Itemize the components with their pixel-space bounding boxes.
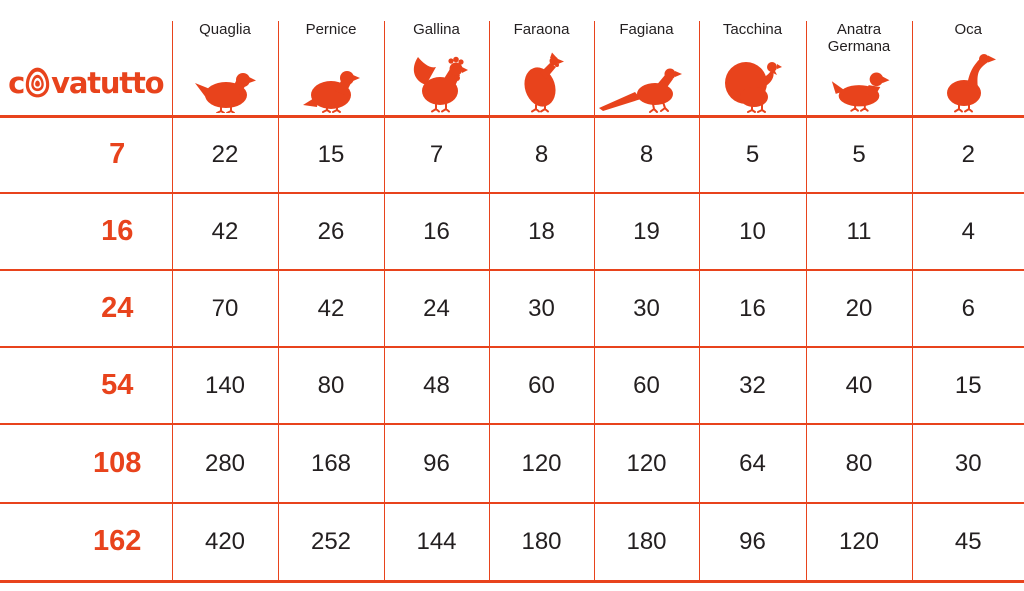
value-cell: 20 bbox=[805, 270, 912, 348]
value-cell: 15 bbox=[911, 347, 1024, 425]
value-cell: 22 bbox=[171, 116, 278, 194]
model-label: 7 bbox=[0, 116, 172, 194]
value-cell: 32 bbox=[698, 347, 806, 425]
value-cell: 252 bbox=[277, 503, 384, 583]
value-cell: 120 bbox=[593, 424, 699, 504]
model-label: 162 bbox=[0, 503, 172, 583]
column-label: Gallina bbox=[413, 21, 460, 38]
value-cell: 19 bbox=[593, 193, 699, 271]
value-cell: 180 bbox=[488, 503, 594, 583]
value-cell: 6 bbox=[911, 270, 1024, 348]
value-cell: 120 bbox=[488, 424, 594, 504]
logo-text-after-egg: vatutto bbox=[51, 65, 164, 100]
hen-icon bbox=[406, 55, 468, 113]
table-row: 7 22 15 7 8 8 5 5 2 bbox=[0, 116, 1024, 194]
column-label: Pernice bbox=[305, 21, 357, 38]
value-cell: 30 bbox=[593, 270, 699, 348]
table-row: 24 70 42 24 30 30 16 20 6 bbox=[0, 270, 1024, 348]
column-label: Oca bbox=[954, 21, 982, 38]
model-label: 54 bbox=[0, 347, 172, 425]
value-cell: 45 bbox=[911, 503, 1024, 583]
table-row: 16 42 26 16 18 19 10 11 4 bbox=[0, 193, 1024, 271]
table-row: 54 140 80 48 60 60 32 40 15 bbox=[0, 347, 1024, 425]
value-cell: 96 bbox=[383, 424, 489, 504]
value-cell: 80 bbox=[805, 424, 912, 504]
value-cell: 30 bbox=[488, 270, 594, 348]
column-label: Tacchina bbox=[722, 21, 783, 38]
partridge-icon bbox=[301, 65, 361, 113]
logo-cell: c vatutto bbox=[0, 0, 172, 118]
table-row: 162 420 252 144 180 180 96 120 45 bbox=[0, 503, 1024, 583]
value-cell: 15 bbox=[277, 116, 384, 194]
value-cell: 16 bbox=[698, 270, 806, 348]
quail-icon bbox=[193, 67, 257, 114]
value-cell: 7 bbox=[383, 116, 489, 194]
egg-logo-icon bbox=[25, 66, 50, 99]
value-cell: 42 bbox=[171, 193, 278, 271]
value-cell: 42 bbox=[277, 270, 384, 348]
value-cell: 18 bbox=[488, 193, 594, 271]
value-cell: 2 bbox=[911, 116, 1024, 194]
value-cell: 60 bbox=[488, 347, 594, 425]
value-cell: 26 bbox=[277, 193, 384, 271]
mallard-duck-icon bbox=[828, 63, 890, 113]
value-cell: 144 bbox=[383, 503, 489, 583]
table-row: 108 280 168 96 120 120 64 80 30 bbox=[0, 424, 1024, 504]
covatutto-logo: c vatutto bbox=[0, 14, 172, 101]
model-label: 24 bbox=[0, 270, 172, 348]
value-cell: 30 bbox=[911, 424, 1024, 504]
value-cell: 60 bbox=[593, 347, 699, 425]
value-cell: 64 bbox=[698, 424, 806, 504]
value-cell: 24 bbox=[383, 270, 489, 348]
goose-icon bbox=[939, 51, 997, 113]
value-cell: 120 bbox=[805, 503, 912, 583]
table-body: 7 22 15 7 8 8 5 5 2 16 42 26 16 18 19 10 11 4 24 70 42 24 30 30… bbox=[0, 116, 1024, 583]
turkey-icon bbox=[720, 55, 786, 113]
guinea-fowl-icon bbox=[514, 51, 570, 113]
value-cell: 70 bbox=[171, 270, 278, 348]
pheasant-icon bbox=[598, 61, 695, 113]
value-cell: 5 bbox=[805, 116, 912, 194]
value-cell: 4 bbox=[911, 193, 1024, 271]
model-label: 16 bbox=[0, 193, 172, 271]
model-label: 108 bbox=[0, 424, 172, 504]
value-cell: 8 bbox=[488, 116, 594, 194]
value-cell: 80 bbox=[277, 347, 384, 425]
header-top-mask bbox=[172, 0, 1024, 21]
column-label: Quaglia bbox=[199, 21, 251, 38]
value-cell: 140 bbox=[171, 347, 278, 425]
value-cell: 11 bbox=[805, 193, 912, 271]
value-cell: 16 bbox=[383, 193, 489, 271]
column-label: Fagiana bbox=[619, 21, 674, 38]
value-cell: 96 bbox=[698, 503, 806, 583]
value-cell: 10 bbox=[698, 193, 806, 271]
value-cell: 48 bbox=[383, 347, 489, 425]
value-cell: 40 bbox=[805, 347, 912, 425]
value-cell: 280 bbox=[171, 424, 278, 504]
value-cell: 8 bbox=[593, 116, 699, 194]
value-cell: 5 bbox=[698, 116, 806, 194]
value-cell: 420 bbox=[171, 503, 278, 583]
column-label: Faraona bbox=[513, 21, 570, 38]
column-label: Anatra Germana bbox=[827, 21, 891, 56]
value-cell: 168 bbox=[277, 424, 384, 504]
value-cell: 180 bbox=[593, 503, 699, 583]
logo-text-before-egg: c bbox=[8, 65, 25, 100]
